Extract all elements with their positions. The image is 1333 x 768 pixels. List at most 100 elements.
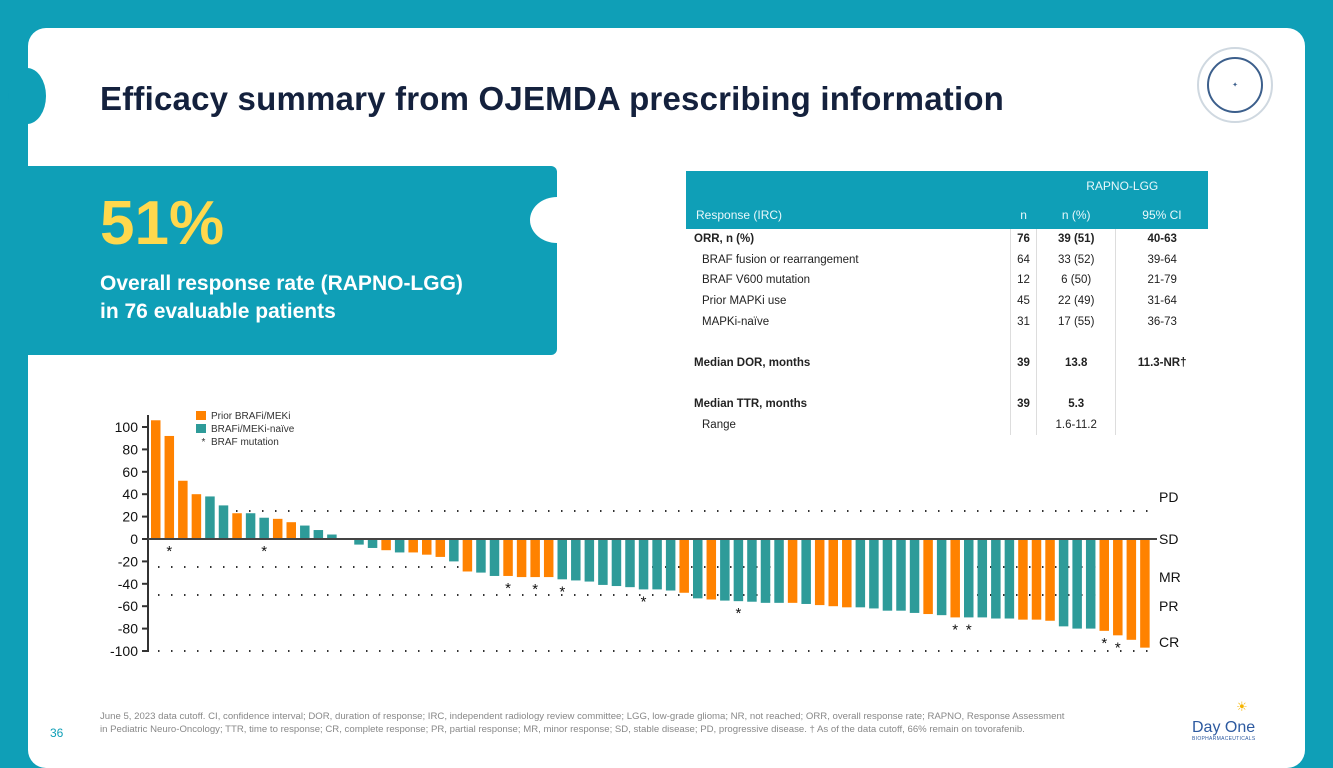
bar [1031, 539, 1042, 620]
page-title: Efficacy summary from OJEMDA prescribing… [100, 80, 1005, 117]
cell-ci: 11.3-NR† [1115, 352, 1208, 374]
bar [381, 539, 391, 551]
asterisk-marker: * [261, 543, 267, 560]
bar [1058, 539, 1069, 627]
asterisk-marker: * [1101, 635, 1107, 652]
decorative-notch [530, 197, 584, 243]
bar [896, 539, 906, 611]
column-header: n (%) [1036, 200, 1116, 229]
cell-label: ORR, n (%) [694, 233, 755, 246]
cell-label: BRAF fusion or rearrangement [702, 253, 859, 266]
y-tick-label: 0 [130, 531, 138, 547]
cell-ci: 31-64 [1115, 290, 1208, 312]
asterisk-marker: * [559, 583, 565, 600]
column-header: Response (IRC) [686, 200, 1011, 229]
threshold-label-pr: PR [1159, 598, 1178, 614]
cell-label: BRAF V600 mutation [702, 274, 811, 287]
cell-label: MAPKi-naïve [702, 315, 770, 328]
y-tick-label: 80 [122, 441, 138, 457]
cell-n: 45 [1010, 290, 1037, 312]
table-row: BRAF V600 mutation 12 6 (50) 21-79 [686, 270, 1208, 291]
bar [300, 525, 310, 539]
spacer [1035, 331, 1116, 353]
orr-line1: Overall response rate (RAPNO-LGG) [100, 272, 463, 295]
bar [991, 539, 1001, 619]
decorative-notch [8, 68, 46, 124]
bar [1140, 539, 1150, 648]
page-number: 36 [50, 726, 64, 740]
bar [814, 539, 825, 606]
bar [625, 539, 635, 588]
cell-pct: 17 (55) [1035, 311, 1116, 332]
bar [828, 539, 838, 607]
cell-n: 31 [1010, 311, 1037, 332]
bar [882, 539, 893, 611]
cell-n [1010, 414, 1037, 435]
bar [909, 539, 920, 613]
sun-icon: ☀ [1236, 699, 1248, 714]
legend-mutation: * BRAF mutation [196, 436, 294, 449]
bar [665, 539, 676, 591]
cell-label: Median DOR, months [694, 356, 811, 369]
bar [516, 539, 527, 578]
header-spacer [686, 171, 1011, 200]
bar [503, 539, 513, 576]
bar [394, 539, 405, 553]
bar [1085, 539, 1096, 629]
asterisk-marker: * [505, 580, 511, 597]
cell-n: 39 [1010, 352, 1037, 374]
bar [1004, 539, 1015, 619]
bar [747, 539, 757, 602]
legend-label: BRAFi/MEKi-naïve [211, 424, 295, 435]
bar [218, 505, 229, 539]
cell-label: Prior MAPKi use [702, 295, 787, 308]
cell-pct: 6 (50) [1035, 270, 1116, 291]
cell-n: 39 [1010, 393, 1037, 415]
brand-name: Day One [1192, 719, 1256, 736]
bar [801, 539, 811, 604]
bar [1072, 539, 1082, 629]
bar [584, 539, 595, 582]
cell-pct: 33 (52) [1035, 249, 1116, 271]
y-tick-label: 60 [122, 464, 138, 480]
cell-ci [1115, 393, 1208, 415]
efficacy-table: RAPNO-LGG Response (IRC) n n (%) 95% CI ORR… [686, 171, 1208, 435]
bar [462, 539, 473, 572]
bar [611, 539, 622, 587]
bar [435, 539, 446, 557]
asterisk-marker: * [1115, 639, 1121, 656]
cell-ci [1115, 414, 1208, 435]
bar [936, 539, 947, 616]
threshold-label-cr: CR [1159, 634, 1179, 650]
bar [571, 539, 581, 581]
legend-label: Prior BRAFi/MEKi [211, 411, 291, 422]
bar [408, 539, 418, 553]
column-header: n [1010, 200, 1037, 229]
cell-n: 12 [1010, 270, 1037, 291]
bar [191, 494, 202, 539]
asterisk-marker: * [735, 605, 741, 622]
bar [598, 539, 608, 585]
bar [354, 539, 364, 545]
table-row: Median TTR, months 39 5.3 [686, 393, 1208, 415]
bar [950, 539, 960, 618]
bar [151, 420, 161, 539]
spacer [1115, 373, 1208, 394]
y-tick-label: -60 [118, 598, 138, 614]
bar [869, 539, 879, 609]
waterfall-chart: * * * * * * * * * * * 100 80 60 40 20 0 -20 -40 -60 -80 -100 P… [110, 415, 1181, 659]
bar [422, 539, 432, 555]
cell-pct: 13.8 [1035, 352, 1116, 374]
bar [178, 480, 188, 539]
asterisk-marker: * [532, 581, 538, 598]
orr-description: Overall response rate (RAPNO-LGG) in 76 e… [100, 270, 520, 326]
cell-pct: 1.6-11.2 [1035, 414, 1116, 435]
bar [964, 539, 974, 618]
bar [733, 539, 744, 602]
spacer [1035, 373, 1116, 394]
bar [720, 539, 730, 601]
bar [706, 539, 717, 600]
cell-pct: 39 (51) [1035, 229, 1116, 250]
footnote: June 5, 2023 data cutoff. CI, confidence… [100, 710, 1186, 736]
cell-ci: 21-79 [1115, 270, 1208, 291]
